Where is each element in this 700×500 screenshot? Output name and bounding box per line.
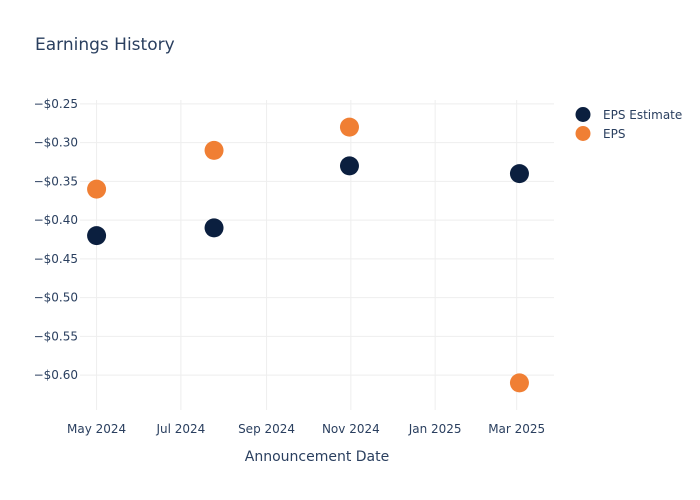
legend-item-eps-estimate[interactable]: EPS Estimate xyxy=(575,107,683,122)
legend-swatch-eps xyxy=(575,126,591,141)
x-axis-ticks: May 2024 Jul 2024 Sep 2024 Nov 2024 Jan 2025… xyxy=(67,422,545,436)
y-tick-label-0: −$0.25 xyxy=(34,97,78,111)
chart-title: Earnings History xyxy=(35,35,175,55)
y-tick-label-3: −$0.40 xyxy=(34,213,78,227)
y-tick-label-2: −$0.35 xyxy=(34,174,78,188)
point-eps-1[interactable] xyxy=(204,140,224,160)
x-tick-label-mar-2025: Mar 2025 xyxy=(488,422,545,436)
legend-label-eps: EPS xyxy=(603,127,625,141)
x-axis-title: Announcement Date xyxy=(245,449,389,465)
x-tick-label-nov-2024: Nov 2024 xyxy=(322,422,380,436)
point-eps-estimate-2[interactable] xyxy=(339,156,359,176)
point-eps-0[interactable] xyxy=(87,179,107,199)
x-tick-label-jan-2025: Jan 2025 xyxy=(408,422,462,436)
legend-item-eps[interactable]: EPS xyxy=(575,126,626,141)
x-tick-label-jul-2024: Jul 2024 xyxy=(155,422,205,436)
point-eps-estimate-0[interactable] xyxy=(87,226,107,246)
y-tick-label-4: −$0.45 xyxy=(34,252,78,266)
legend-swatch-eps-estimate xyxy=(575,107,591,122)
y-axis-ticks: −$0.25 −$0.30 −$0.35 −$0.40 −$0.45 −$0.50 −$0.… xyxy=(34,97,78,382)
gridlines xyxy=(80,100,554,410)
x-tick-label-sep-2024: Sep 2024 xyxy=(238,422,295,436)
data-points xyxy=(87,117,529,393)
legend-label-eps-estimate: EPS Estimate xyxy=(603,108,682,122)
point-eps-estimate-1[interactable] xyxy=(204,218,224,238)
y-tick-label-1: −$0.30 xyxy=(34,136,78,150)
point-eps-2[interactable] xyxy=(339,117,359,137)
y-tick-label-6: −$0.55 xyxy=(34,329,78,343)
x-tick-label-may-2024: May 2024 xyxy=(67,422,126,436)
y-tick-label-7: −$0.60 xyxy=(34,368,78,382)
y-tick-label-5: −$0.50 xyxy=(34,291,78,305)
point-eps-3[interactable] xyxy=(509,373,529,393)
point-eps-estimate-3[interactable] xyxy=(509,164,529,184)
legend: EPS Estimate EPS xyxy=(575,107,683,141)
